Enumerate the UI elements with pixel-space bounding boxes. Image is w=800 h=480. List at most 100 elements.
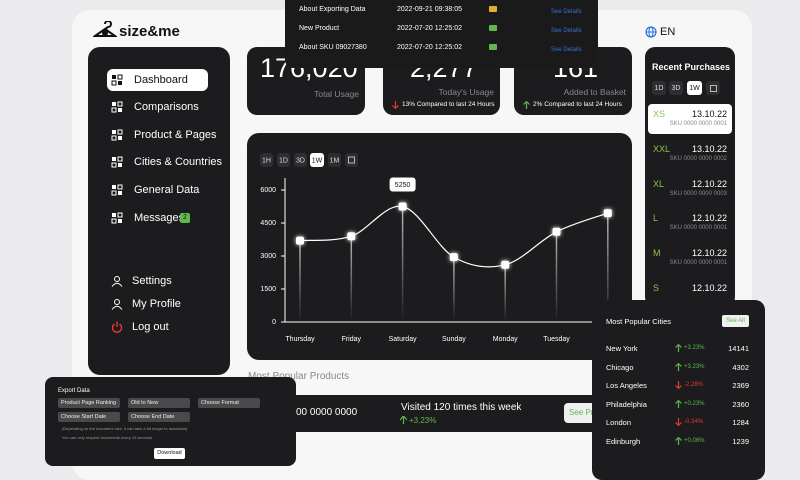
- calendar-button: [345, 153, 358, 167]
- notification-icon: [489, 6, 497, 12]
- purchase-active: [648, 104, 732, 134]
- nav-item[interactable]: Log out: [132, 321, 169, 333]
- purchase-size: XXL: [653, 143, 671, 154]
- notification-icon: [489, 44, 497, 50]
- city-change: -2.28%: [684, 382, 704, 388]
- city: New York: [606, 344, 638, 353]
- down-arrow: [392, 101, 399, 109]
- up-arrow: [675, 400, 682, 408]
- export-field[interactable]: Old to New: [128, 398, 190, 408]
- popular-cities: [592, 300, 765, 480]
- notification-title: New Product: [299, 25, 340, 32]
- purchase-date: 12.10.22: [691, 283, 727, 293]
- purchase-date: 12.10.22: [691, 248, 727, 259]
- x-tick-label: Sunday: [442, 336, 466, 343]
- point: [449, 253, 458, 262]
- nav-item[interactable]: My Profile: [132, 298, 181, 310]
- nav-item[interactable]: General Data: [134, 184, 200, 196]
- city: Edinburgh: [606, 437, 641, 446]
- download-button[interactable]: Download: [154, 448, 185, 459]
- language[interactable]: EN: [660, 26, 676, 38]
- city-change: +0.23%: [684, 401, 705, 407]
- drop-line: [350, 236, 353, 322]
- export-field[interactable]: Choose End Date: [128, 412, 190, 422]
- city-change: +0.06%: [684, 438, 705, 444]
- product-button[interactable]: See Pr: [564, 403, 600, 423]
- point: [552, 227, 561, 236]
- export-field[interactable]: Choose Start Date: [58, 412, 120, 422]
- products-title: Most Popular Products: [248, 371, 350, 382]
- logo-icon: [93, 21, 117, 37]
- nav-item[interactable]: Settings: [132, 275, 172, 287]
- city-change: +3.23%: [684, 345, 705, 351]
- notification-link[interactable]: See Details: [551, 47, 582, 53]
- purchase-sku: SKU 0000 0000 0002: [669, 155, 727, 162]
- up-arrow: [675, 363, 682, 371]
- stat-change: 2% Compared to last 24 Hours: [533, 101, 622, 108]
- x-tick-label: Friday: [342, 336, 362, 343]
- y-tick-label: 4500: [260, 220, 276, 227]
- city-value: 4302: [732, 363, 749, 372]
- nav-item[interactable]: Product & Pages: [134, 129, 217, 141]
- nav-icon: [111, 156, 123, 168]
- notification-title: About SKU 09027380: [299, 44, 367, 51]
- down-arrow: [675, 418, 682, 426]
- stat-label: Today's Usage: [438, 87, 495, 97]
- nav-icon: [111, 276, 123, 287]
- city-value: 14141: [728, 344, 749, 353]
- panel-title: Export Data: [58, 388, 90, 394]
- calendar-icon: [348, 156, 355, 164]
- range-button[interactable]: 1D: [652, 81, 666, 95]
- range-button[interactable]: 3D: [669, 81, 683, 95]
- drop-line: [401, 206, 404, 322]
- see-all[interactable]: See All: [722, 315, 749, 327]
- purchase-date: 12.10.22: [691, 178, 727, 189]
- logo: size&me: [119, 23, 180, 40]
- up-arrow: [675, 344, 682, 352]
- notification-icon: [489, 25, 497, 31]
- city-value: 2369: [732, 381, 749, 390]
- export-field[interactable]: Choose Format: [198, 398, 260, 408]
- purchase-sku: SKU 0000 0000 0001: [669, 260, 727, 267]
- up-arrow: [523, 101, 530, 109]
- x-tick-label: Thursday: [285, 336, 315, 343]
- city: Philadelphia: [606, 400, 647, 409]
- range-button: [328, 153, 341, 167]
- notification-date: 2022-07-20 12:25:02: [397, 44, 462, 51]
- range-label: 1M: [330, 157, 340, 164]
- y-tick-label: 0: [272, 319, 276, 326]
- purchase-sku: SKU 0000 0000 0001: [669, 225, 727, 232]
- nav-item[interactable]: Messages: [134, 212, 185, 224]
- nav-icon: [111, 101, 123, 113]
- stat-change: 13% Compared to last 24 Hours: [402, 101, 495, 108]
- x-tick-label: Saturday: [389, 336, 418, 343]
- export-field[interactable]: Product Page Ranking: [58, 398, 120, 408]
- stat-label: Total Usage: [314, 89, 359, 99]
- nav-item[interactable]: Cities & Countries: [134, 156, 223, 168]
- drop-line: [504, 264, 506, 322]
- city-value: 1239: [732, 437, 749, 446]
- point: [501, 260, 510, 269]
- city: Chicago: [606, 363, 634, 372]
- city-change: +3.23%: [684, 364, 705, 370]
- notifications: [285, 0, 598, 68]
- purchase-size: XS: [653, 109, 666, 119]
- x-tick-label: Tuesday: [543, 336, 570, 343]
- notification-link[interactable]: See Details: [551, 9, 582, 15]
- drop-line: [607, 213, 609, 322]
- globe-icon: [645, 26, 657, 38]
- y-tick-label: 3000: [260, 253, 276, 260]
- purchase-sku: SKU 0000 0000 0001: [669, 121, 727, 127]
- nav-icon: [111, 299, 123, 310]
- tooltip-label: 5250: [395, 182, 411, 189]
- nav-item[interactable]: Dashboard: [134, 74, 188, 86]
- range-button[interactable]: 1W: [687, 81, 702, 95]
- nav-icon: [111, 212, 123, 224]
- nav-item[interactable]: Comparisons: [134, 101, 199, 113]
- notification-link[interactable]: See Details: [551, 28, 582, 34]
- point: [296, 236, 304, 245]
- product-sku: 00 0000 0000: [296, 407, 358, 418]
- purchase-size: L: [653, 213, 659, 224]
- nav-icon: [111, 74, 123, 86]
